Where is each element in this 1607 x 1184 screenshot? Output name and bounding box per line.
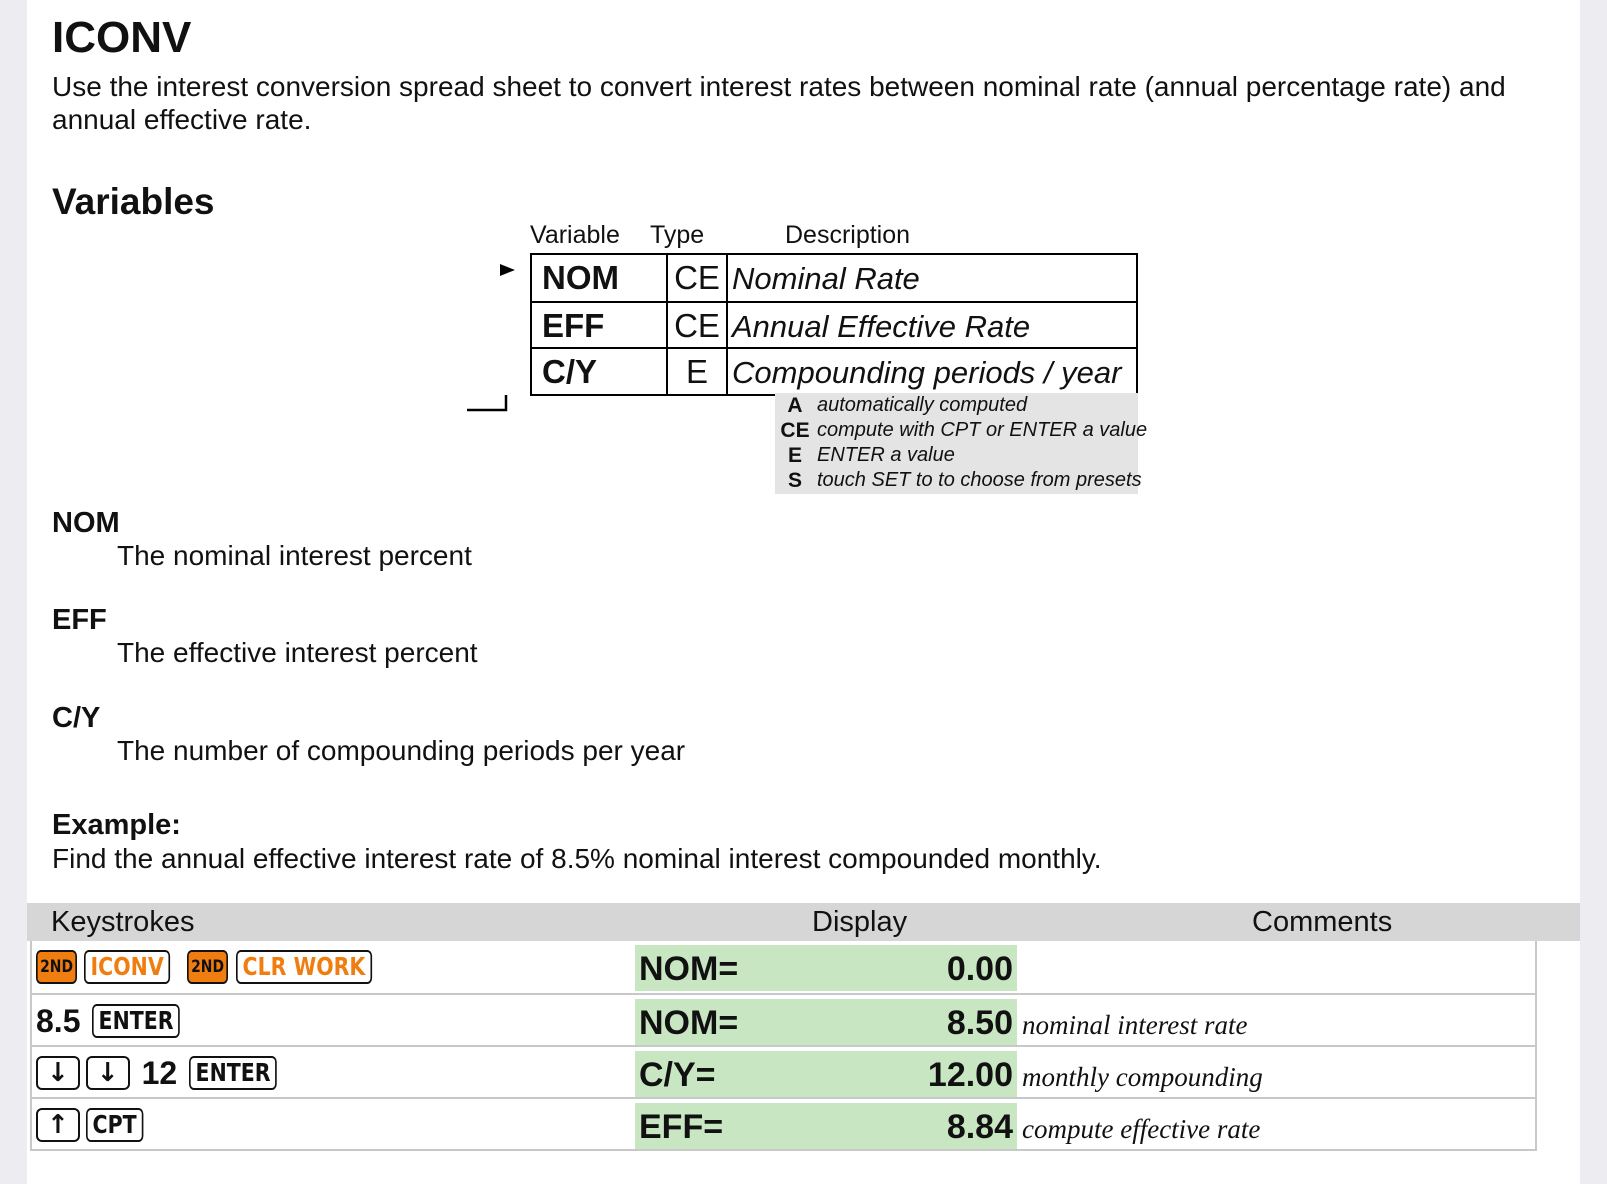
number-entry: 12 xyxy=(141,1054,178,1091)
table-row: ↑ CPT EFF= 8.84 compute effective rate xyxy=(32,1097,1535,1149)
display-value: 8.84 xyxy=(946,1108,1013,1146)
definition-text: The nominal interest percent xyxy=(117,540,472,571)
up-arrow-key-icon[interactable]: ↑ xyxy=(36,1108,80,1142)
diagram-row: NOM CE Nominal Rate xyxy=(532,255,1136,302)
type-legend: A automatically computed CE compute with… xyxy=(775,393,1147,494)
diagram-description: Compounding periods / year xyxy=(732,355,1122,390)
page: ICONV Use the interest conversion spread… xyxy=(27,0,1580,1184)
header-display: Display xyxy=(812,906,908,938)
legend-item: A automatically computed xyxy=(775,393,1138,418)
diagram-description: Annual Effective Rate xyxy=(732,309,1031,344)
display-label: EFF= xyxy=(639,1108,724,1146)
header-keystrokes: Keystrokes xyxy=(51,906,195,938)
diagram-type: CE xyxy=(668,255,728,302)
legend-text: touch SET to to choose from presets xyxy=(817,469,1142,491)
legend-text: compute with CPT or ENTER a value xyxy=(817,419,1148,441)
comment: nominal interest rate xyxy=(1022,1010,1248,1040)
comment: compute effective rate xyxy=(1022,1114,1261,1144)
diagram-variable: C/Y xyxy=(532,349,668,394)
cpt-key[interactable]: CPT xyxy=(85,1108,143,1142)
keystroke-sequence: ↑ CPT xyxy=(36,1099,148,1151)
diagram-variable: NOM xyxy=(532,255,668,302)
table-row: ↓ ↓ 12 ENTER C/Y= 12.00 monthly compound… xyxy=(32,1045,1535,1097)
diagram-row: EFF CE Annual Effective Rate xyxy=(532,301,1136,348)
header-comments: Comments xyxy=(1252,906,1393,938)
keystroke-sequence: 8.5 ENTER xyxy=(36,995,192,1047)
definition-term: C/Y xyxy=(52,702,101,734)
definition-text: The effective interest percent xyxy=(117,637,478,668)
enter-key[interactable]: ENTER xyxy=(189,1056,278,1090)
display-label: C/Y= xyxy=(639,1056,716,1094)
comment: monthly compounding xyxy=(1022,1062,1263,1092)
down-arrow-key-icon[interactable]: ↓ xyxy=(36,1056,80,1090)
diagram-type: E xyxy=(668,349,728,394)
display-label: NOM= xyxy=(639,950,739,988)
legend-item: CE compute with CPT or ENTER a value xyxy=(775,418,1147,443)
variables-diagram-table: NOM CE Nominal Rate EFF CE Annual Effect… xyxy=(530,253,1138,396)
legend-text: ENTER a value xyxy=(817,444,955,466)
diagram-row: C/Y E Compounding periods / year xyxy=(532,347,1136,394)
legend-key: A xyxy=(787,394,803,417)
legend-key: S xyxy=(787,469,802,492)
keystroke-sequence: ↓ ↓ 12 ENTER xyxy=(36,1047,289,1099)
diagram-variable: EFF xyxy=(532,303,668,348)
display-cell: EFF= 8.84 xyxy=(635,1103,1017,1149)
down-arrow-key-icon[interactable]: ↓ xyxy=(85,1056,130,1090)
display-label: NOM= xyxy=(639,1004,739,1042)
diagram-description: Nominal Rate xyxy=(732,261,920,296)
example-text: Find the annual effective interest rate … xyxy=(52,843,1102,874)
display-value: 12.00 xyxy=(927,1056,1013,1094)
keystrokes-table-header: Keystrokes Display Comments xyxy=(27,903,1580,941)
definition-term: EFF xyxy=(52,604,107,636)
display-cell: C/Y= 12.00 xyxy=(635,1051,1017,1097)
number-entry: 8.5 xyxy=(36,1002,81,1039)
legend-key: E xyxy=(787,444,802,467)
diagram-header-variable: Variable xyxy=(530,221,620,249)
display-cell: NOM= 8.50 xyxy=(635,999,1017,1045)
legend-item: E ENTER a value xyxy=(775,443,1138,468)
diagram-header-description: Description xyxy=(785,221,911,249)
variables-heading: Variables xyxy=(52,181,215,222)
display-cell: NOM= 0.00 xyxy=(635,945,1017,991)
legend-text: automatically computed xyxy=(817,394,1028,416)
cycle-arrow-icon xyxy=(467,264,515,412)
legend-key: CE xyxy=(780,419,810,442)
display-value: 0.00 xyxy=(946,950,1013,988)
definition-text: The number of compounding periods per ye… xyxy=(117,735,686,766)
diagram-header-type: Type xyxy=(650,221,705,249)
iconv-key[interactable]: ICONV xyxy=(84,950,171,984)
intro-text: Use the interest conversion spread sheet… xyxy=(52,71,1506,135)
second-key[interactable]: 2ND xyxy=(36,950,78,984)
legend-item: S touch SET to to choose from presets xyxy=(775,468,1142,493)
page-title: ICONV xyxy=(52,13,192,62)
enter-key[interactable]: ENTER xyxy=(92,1004,181,1038)
diagram-type: CE xyxy=(668,303,728,348)
example-heading: Example: xyxy=(52,809,181,841)
display-value: 8.50 xyxy=(946,1004,1013,1042)
table-row: 2ND ICONV 2ND CLR WORK NOM= 0.00 xyxy=(32,941,1535,993)
keystrokes-table: 2ND ICONV 2ND CLR WORK NOM= 0.00 8.5 ENT… xyxy=(30,941,1537,1151)
clr-work-key[interactable]: CLR WORK xyxy=(235,950,372,984)
definition-term: NOM xyxy=(52,507,120,539)
keystroke-sequence: 2ND ICONV 2ND CLR WORK xyxy=(36,941,393,993)
second-key[interactable]: 2ND xyxy=(187,950,229,984)
table-row: 8.5 ENTER NOM= 8.50 nominal interest rat… xyxy=(32,993,1535,1045)
